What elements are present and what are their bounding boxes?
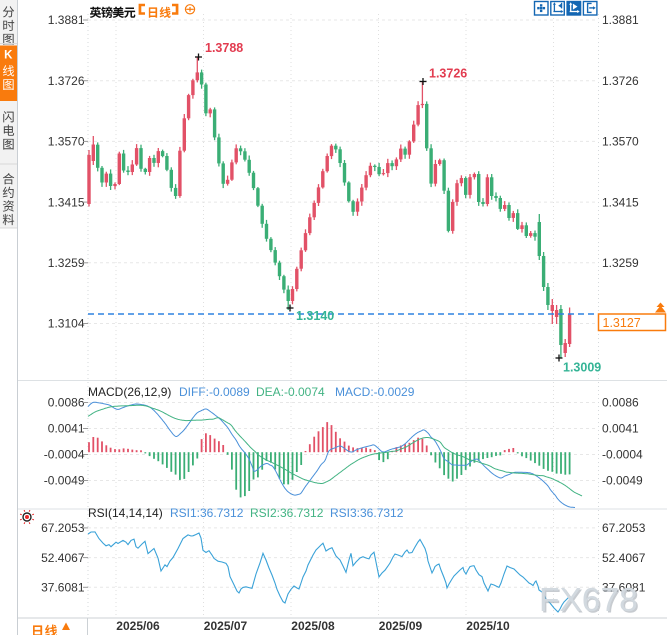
svg-text:0.0086: 0.0086 <box>602 396 639 410</box>
svg-text:37.6081: 37.6081 <box>41 581 85 595</box>
svg-text:2025/10: 2025/10 <box>466 619 510 633</box>
svg-text:1.3881: 1.3881 <box>602 13 639 27</box>
svg-text:RSI2:36.7312: RSI2:36.7312 <box>250 506 324 520</box>
svg-text:1.3415: 1.3415 <box>48 195 85 209</box>
svg-text:DIFF:-0.0089: DIFF:-0.0089 <box>179 385 250 399</box>
svg-text:1.3788: 1.3788 <box>205 41 243 55</box>
svg-text:1.3127: 1.3127 <box>603 316 641 330</box>
svg-text:RSI1:36.7312: RSI1:36.7312 <box>170 506 244 520</box>
svg-text:1.3104: 1.3104 <box>48 317 85 331</box>
svg-text:1.3140: 1.3140 <box>296 309 334 323</box>
svg-text:RSI3:36.7312: RSI3:36.7312 <box>330 506 404 520</box>
svg-text:2025/09: 2025/09 <box>379 619 423 633</box>
svg-text:67.2053: 67.2053 <box>41 521 85 535</box>
svg-text:1.3881: 1.3881 <box>48 13 85 27</box>
svg-text:1.3259: 1.3259 <box>48 256 85 270</box>
svg-text:FX678: FX678 <box>539 582 638 619</box>
svg-text:DEA:-0.0074: DEA:-0.0074 <box>256 385 325 399</box>
svg-text:0.0041: 0.0041 <box>48 422 85 436</box>
svg-text:K: K <box>4 50 13 62</box>
svg-text:0.0041: 0.0041 <box>602 422 639 436</box>
svg-text:1.3726: 1.3726 <box>602 74 639 88</box>
svg-text:RSI(14,14,14): RSI(14,14,14) <box>88 506 163 520</box>
svg-text:-0.0049: -0.0049 <box>44 474 85 488</box>
svg-text:1.3259: 1.3259 <box>602 256 639 270</box>
svg-text:MACD:-0.0029: MACD:-0.0029 <box>335 385 415 399</box>
svg-text:1.3009: 1.3009 <box>563 361 601 375</box>
svg-text:-0.0049: -0.0049 <box>602 474 643 488</box>
svg-text:1.3570: 1.3570 <box>48 135 85 149</box>
svg-text:2025/06: 2025/06 <box>116 619 160 633</box>
svg-text:1.3415: 1.3415 <box>602 195 639 209</box>
svg-text:1.3726: 1.3726 <box>429 67 467 81</box>
svg-text:2025/07: 2025/07 <box>204 619 248 633</box>
svg-text:1.3570: 1.3570 <box>602 135 639 149</box>
svg-text:MACD(26,12,9): MACD(26,12,9) <box>88 385 171 399</box>
svg-text:-0.0004: -0.0004 <box>44 448 85 462</box>
svg-text:37.6081: 37.6081 <box>602 581 646 595</box>
svg-text:67.2053: 67.2053 <box>602 521 646 535</box>
svg-text:52.4067: 52.4067 <box>602 551 646 565</box>
svg-text:FX678: FX678 <box>541 584 640 621</box>
svg-text:2025/08: 2025/08 <box>291 619 335 633</box>
svg-text:1.3726: 1.3726 <box>48 74 85 88</box>
svg-text:0.0086: 0.0086 <box>48 396 85 410</box>
svg-text:52.4067: 52.4067 <box>41 551 85 565</box>
svg-text:-0.0004: -0.0004 <box>602 448 643 462</box>
